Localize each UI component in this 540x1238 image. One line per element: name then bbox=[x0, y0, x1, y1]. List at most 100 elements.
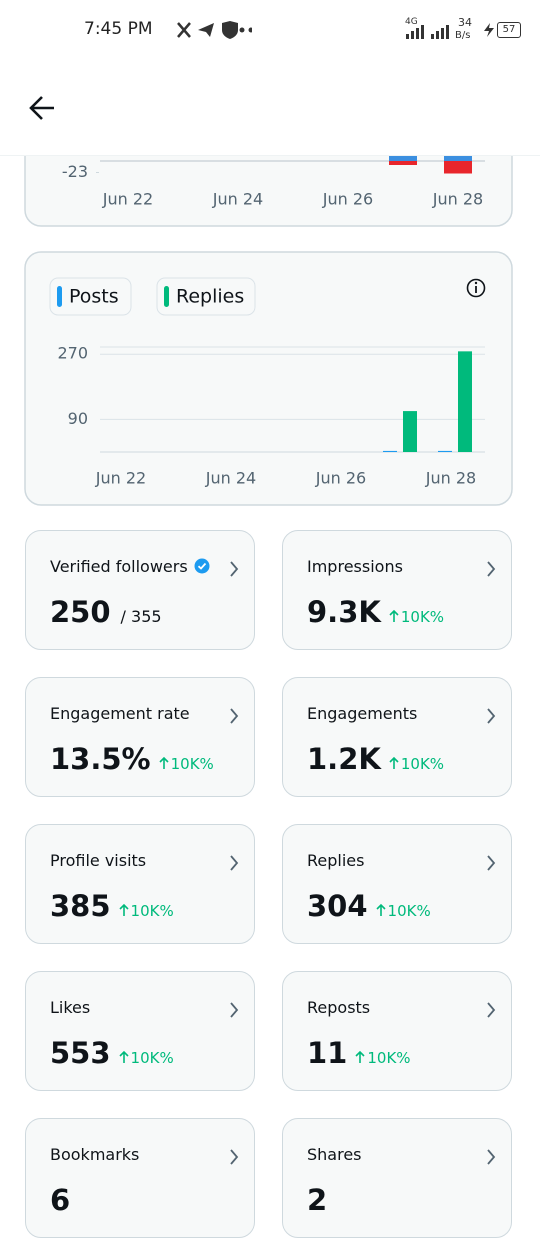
chevron bbox=[230, 561, 239, 577]
stat-card[interactable]: Verified followers 250 / 355 bbox=[25, 530, 255, 650]
stat-card[interactable]: Impressions 9.3K 10K% bbox=[282, 530, 512, 650]
change-text: 10K% bbox=[387, 902, 431, 920]
x-tick-label: Jun 26 bbox=[315, 469, 366, 488]
value-text: 11 bbox=[307, 1036, 348, 1070]
up-arrow bbox=[389, 756, 399, 769]
card-title: Engagement rate bbox=[50, 704, 190, 723]
chevron bbox=[487, 708, 496, 724]
speed: 34 bbox=[458, 16, 472, 29]
value-change: 10K% bbox=[355, 1049, 411, 1067]
up-arrow bbox=[375, 903, 386, 916]
charts: -23 Jun 22 Jun 24 Jun 26 Jun 28 90 270 Posts Rep… bbox=[24, 156, 513, 506]
bar bbox=[438, 450, 452, 452]
value-change: 10K% bbox=[118, 1049, 174, 1067]
x-tick-label: Jun 24 bbox=[205, 469, 256, 488]
value-change: 10K% bbox=[375, 902, 431, 920]
stat-card[interactable]: Engagements 1.2K 10K% bbox=[282, 677, 512, 797]
bar bbox=[389, 156, 417, 161]
card-title: Shares bbox=[307, 1145, 362, 1164]
up-arrow bbox=[118, 903, 129, 916]
up-arrow bbox=[159, 756, 169, 769]
value-text: 13.5% bbox=[50, 742, 151, 776]
change-text: 10K% bbox=[130, 1049, 174, 1067]
value-total: / 355 bbox=[120, 607, 162, 626]
x-tick-label: Jun 22 bbox=[102, 190, 153, 209]
change-text: 10K% bbox=[400, 755, 445, 773]
card-value: 304 10K% bbox=[307, 889, 431, 923]
back-button[interactable] bbox=[28, 94, 58, 122]
card-value: 11 10K% bbox=[307, 1036, 411, 1070]
legend-label: Replies bbox=[176, 286, 244, 308]
change-text: 10K% bbox=[130, 902, 174, 920]
card-title: Bookmarks bbox=[50, 1145, 140, 1164]
stat-card[interactable]: Replies 304 10K% bbox=[282, 824, 512, 944]
x-tick-label: Jun 22 bbox=[95, 469, 146, 488]
stat-card[interactable]: Profile visits 385 10K% bbox=[25, 824, 255, 944]
x-tick-label: Jun 28 bbox=[432, 190, 483, 209]
chevron bbox=[230, 855, 239, 871]
change-text: 10K% bbox=[367, 1049, 411, 1067]
network: 4G bbox=[405, 17, 418, 27]
legend-pill[interactable] bbox=[156, 277, 256, 316]
stat-card[interactable]: Bookmarks 6 bbox=[25, 1118, 255, 1238]
card-activity-chart bbox=[24, 251, 513, 506]
info-icon[interactable] bbox=[466, 278, 486, 298]
card-value: 13.5% 10K% bbox=[50, 742, 214, 776]
legend-swatch bbox=[164, 286, 169, 307]
card-value: 385 10K% bbox=[50, 889, 174, 923]
bar bbox=[444, 156, 472, 161]
legend-swatch bbox=[57, 286, 62, 307]
bar bbox=[444, 161, 472, 174]
chevron bbox=[487, 1149, 496, 1165]
time: 7:45 PM bbox=[84, 19, 153, 39]
bar bbox=[403, 411, 417, 452]
card-top-chart bbox=[24, 156, 513, 227]
up-arrow bbox=[118, 1050, 129, 1063]
activity-chart: 90 270 Posts Replies Jun 22 Jun 24 Jun 26 Jun 2… bbox=[49, 277, 485, 488]
verified-badge bbox=[194, 558, 210, 574]
value-text: 385 bbox=[50, 889, 111, 923]
stat-card[interactable]: Reposts 11 10K% bbox=[282, 971, 512, 1091]
card-value: 553 10K% bbox=[50, 1036, 174, 1070]
battery: 57 bbox=[497, 22, 521, 38]
bar bbox=[383, 450, 397, 452]
card-value: 2 bbox=[307, 1183, 327, 1217]
chevron bbox=[487, 561, 496, 577]
card-title: Verified followers bbox=[50, 557, 210, 576]
card-value: 9.3K 10K% bbox=[307, 595, 444, 629]
charging-icon bbox=[484, 23, 494, 37]
signal-icons bbox=[406, 25, 449, 39]
value-change: 10K% bbox=[118, 902, 174, 920]
stat-card[interactable]: Engagement rate 13.5% 10K% bbox=[25, 677, 255, 797]
card-title: Engagements bbox=[307, 704, 418, 723]
card-value: 1.2K 10K% bbox=[307, 742, 444, 776]
chevron bbox=[487, 855, 496, 871]
change-text: 10K% bbox=[400, 608, 445, 626]
card-title: Impressions bbox=[307, 557, 403, 576]
legend-pill[interactable] bbox=[49, 277, 132, 316]
card-title: Profile visits bbox=[50, 851, 147, 870]
stat-card[interactable]: Likes 553 10K% bbox=[25, 971, 255, 1091]
change-text: 10K% bbox=[170, 755, 214, 773]
value-text: 2 bbox=[307, 1183, 328, 1217]
value-change: 10K% bbox=[159, 755, 214, 773]
stat-card[interactable]: Shares 2 bbox=[282, 1118, 512, 1238]
value-text: 9.3K bbox=[307, 595, 381, 629]
value-change: 10K% bbox=[389, 608, 444, 626]
y-tick-label: -23 bbox=[62, 162, 88, 181]
x-tick-label: Jun 28 bbox=[425, 469, 476, 488]
chevron bbox=[487, 1002, 496, 1018]
value-text: 304 bbox=[307, 889, 368, 923]
card-value: 250 / 355 bbox=[50, 595, 162, 629]
y-tick-label: 90 bbox=[68, 409, 88, 428]
up-arrow bbox=[355, 1050, 365, 1063]
x-tick-label: Jun 24 bbox=[212, 190, 263, 209]
status-bar: 7:45 PM 4G 34 B/s 57 bbox=[0, 0, 540, 60]
x-tick-label: Jun 26 bbox=[322, 190, 373, 209]
y-tick-label: 270 bbox=[57, 344, 88, 363]
value-text: 1.2K bbox=[307, 742, 381, 776]
speed-unit: B/s bbox=[455, 30, 471, 41]
card-title: Replies bbox=[307, 851, 365, 870]
